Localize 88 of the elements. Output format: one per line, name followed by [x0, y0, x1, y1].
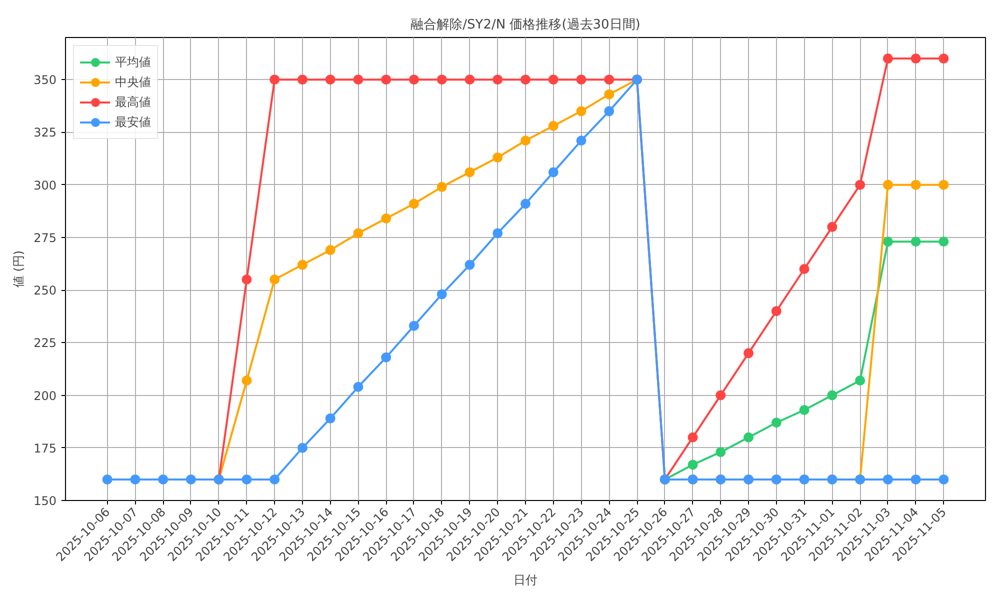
point	[548, 167, 558, 178]
y-tick-label: 200	[34, 388, 56, 403]
point	[882, 474, 893, 484]
point	[436, 182, 447, 192]
point	[716, 447, 726, 458]
point	[520, 74, 530, 85]
legend-label: 平均値	[115, 54, 151, 70]
point	[827, 222, 838, 232]
point	[716, 390, 726, 400]
y-tick-label: 275	[34, 230, 56, 245]
point	[325, 413, 336, 424]
legend-label: 最安値	[115, 114, 151, 130]
point	[520, 198, 530, 209]
point	[576, 106, 586, 116]
point	[910, 54, 921, 64]
point	[938, 54, 949, 64]
legend-label: 最高値	[115, 94, 151, 110]
point	[297, 442, 308, 453]
point	[910, 474, 921, 484]
point	[492, 74, 503, 85]
point	[297, 74, 308, 85]
point	[548, 120, 558, 131]
point	[855, 376, 866, 386]
point	[492, 228, 503, 238]
point	[938, 236, 949, 247]
point	[242, 274, 252, 285]
point	[910, 236, 921, 247]
point	[325, 74, 336, 85]
point	[688, 432, 698, 442]
point	[325, 245, 336, 256]
point	[688, 460, 698, 470]
point	[186, 474, 196, 484]
point	[297, 260, 308, 270]
point	[576, 136, 586, 146]
point	[270, 474, 280, 484]
point	[938, 180, 949, 190]
point	[408, 320, 419, 331]
point	[604, 106, 614, 116]
y-tick-label: 325	[34, 126, 56, 140]
y-tick-label: 150	[34, 494, 56, 508]
y-tick-label: 350	[34, 73, 56, 88]
point	[381, 352, 392, 362]
point	[353, 382, 364, 392]
point	[158, 474, 168, 484]
point	[771, 418, 782, 428]
point	[799, 405, 810, 415]
point	[882, 54, 893, 64]
point	[548, 74, 558, 85]
point	[242, 474, 252, 484]
point	[855, 180, 866, 190]
point	[408, 198, 419, 209]
y-tick-label: 175	[34, 441, 56, 456]
point	[604, 74, 614, 85]
point	[464, 74, 475, 85]
point	[938, 474, 949, 484]
point	[436, 74, 447, 85]
point	[882, 180, 893, 190]
point	[520, 136, 530, 146]
point	[270, 274, 280, 285]
point	[799, 264, 810, 274]
point	[744, 432, 754, 442]
x-axis-title: 日付	[514, 573, 538, 588]
point	[102, 474, 112, 484]
point	[882, 236, 893, 247]
chart-title: 融合解除/SY2/N 価格推移(過去30日間)	[410, 18, 640, 32]
point	[381, 74, 392, 85]
point	[436, 289, 447, 300]
point	[270, 74, 280, 85]
point	[242, 376, 252, 386]
point	[408, 74, 419, 85]
point	[464, 167, 475, 178]
y-tick-label: 225	[34, 336, 56, 350]
y-tick-label: 300	[34, 178, 56, 192]
point	[353, 74, 364, 85]
point	[744, 348, 754, 358]
point	[576, 74, 586, 85]
y-axis-title: 値 (円)	[12, 250, 26, 288]
point	[910, 180, 921, 190]
y-tick-label: 250	[34, 284, 56, 298]
point	[130, 474, 140, 484]
point	[464, 260, 475, 270]
point	[492, 152, 503, 162]
point	[381, 214, 392, 224]
point	[604, 89, 614, 100]
point	[827, 390, 838, 400]
point	[771, 306, 782, 316]
point	[353, 228, 364, 238]
legend-label: 中央値	[115, 74, 151, 90]
